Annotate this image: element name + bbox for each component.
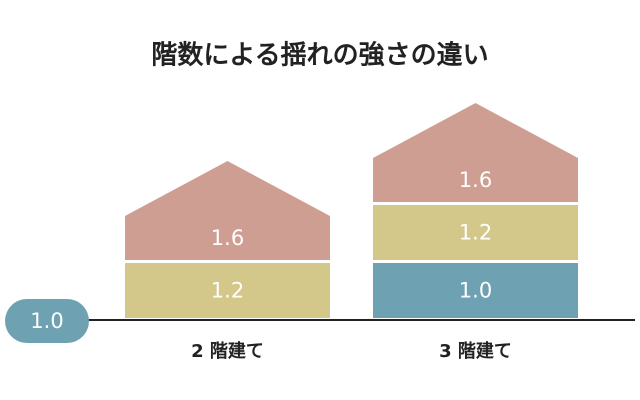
floor-label: 1.0 [459,279,492,303]
building-label: 3 階建て [439,340,512,362]
floor-label: 1.6 [211,226,244,250]
roof [373,103,578,202]
floor-label: 1.2 [211,279,244,303]
ground-pill [5,299,89,343]
floor [373,205,578,260]
floor-label: 1.2 [459,221,492,245]
building-label: 2 階建て [191,340,264,362]
title: 階数による揺れの強さの違い [151,41,488,71]
floor [373,263,578,318]
roof [125,161,330,260]
ground-label: 1.0 [30,309,63,333]
floor [125,263,330,318]
floor-label: 1.6 [459,168,492,192]
